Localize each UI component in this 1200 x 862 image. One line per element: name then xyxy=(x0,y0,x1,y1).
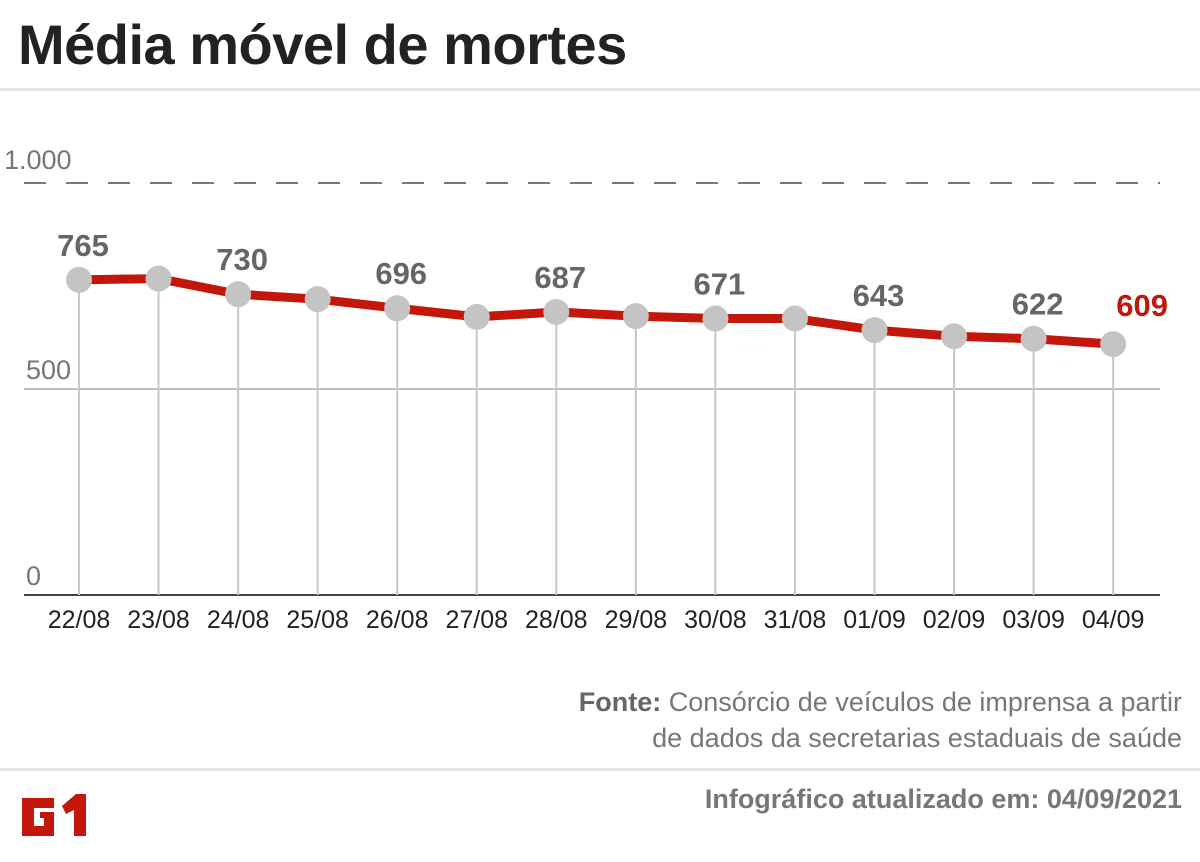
source-text-1: Consórcio de veículos de imprensa a part… xyxy=(668,687,1182,717)
data-label: 696 xyxy=(375,256,427,291)
x-tick-label: 30/08 xyxy=(684,606,747,634)
data-point xyxy=(861,317,888,344)
x-tick-label: 31/08 xyxy=(764,606,827,634)
data-point xyxy=(66,266,92,293)
data-label: 730 xyxy=(216,242,268,277)
data-label: 643 xyxy=(853,278,905,313)
data-label: 671 xyxy=(694,267,746,302)
data-label: 765 xyxy=(57,228,109,263)
data-point xyxy=(781,305,808,332)
data-point xyxy=(1100,331,1127,358)
x-tick-label: 26/08 xyxy=(366,606,429,634)
g1-logo xyxy=(22,794,86,836)
data-point xyxy=(384,295,411,322)
data-point xyxy=(463,303,490,330)
series-line xyxy=(78,274,1114,349)
title-divider xyxy=(0,88,1200,91)
x-tick-label: 25/08 xyxy=(286,606,349,634)
updated-note: Infográfico atualizado em: 04/09/2021 xyxy=(704,784,1182,814)
data-point xyxy=(941,323,968,350)
data-label: 609 xyxy=(1116,288,1168,323)
chart-title: Média móvel de mortes xyxy=(18,13,627,76)
x-tick-label: 03/09 xyxy=(1002,606,1065,634)
footer-divider xyxy=(0,768,1200,771)
x-tick-label: 24/08 xyxy=(207,606,270,634)
data-point xyxy=(304,286,331,313)
data-point xyxy=(225,281,252,308)
x-tick-label: 23/08 xyxy=(127,606,190,634)
y-tick-label: 0 xyxy=(26,561,41,591)
x-tick-label: 02/09 xyxy=(923,606,986,634)
x-tick-label: 29/08 xyxy=(605,606,668,634)
y-tick-label: 500 xyxy=(26,355,71,385)
data-point xyxy=(702,305,729,332)
x-tick-label: 22/08 xyxy=(48,606,111,634)
x-tick-label: 28/08 xyxy=(525,606,588,634)
data-label: 622 xyxy=(1012,287,1064,322)
data-label: 687 xyxy=(534,260,586,295)
x-tick-label: 01/09 xyxy=(843,606,906,634)
data-point xyxy=(1020,325,1047,352)
data-point xyxy=(145,265,172,292)
line-chart: 0 500 1.000 765 22/08 23/08 730 24/08 25/08 696 26… xyxy=(4,145,1168,634)
source-note: Fonte: Consórcio de veículos de imprensa… xyxy=(579,684,1182,756)
source-label: Fonte: xyxy=(578,687,662,717)
source-text-2: de dados da secretarias estaduais de saú… xyxy=(652,723,1182,753)
y-tick-label: 1.000 xyxy=(4,145,72,175)
data-point xyxy=(622,303,649,330)
data-point xyxy=(543,298,570,325)
x-tick-label: 04/09 xyxy=(1082,606,1145,634)
x-tick-label: 27/08 xyxy=(445,606,508,634)
